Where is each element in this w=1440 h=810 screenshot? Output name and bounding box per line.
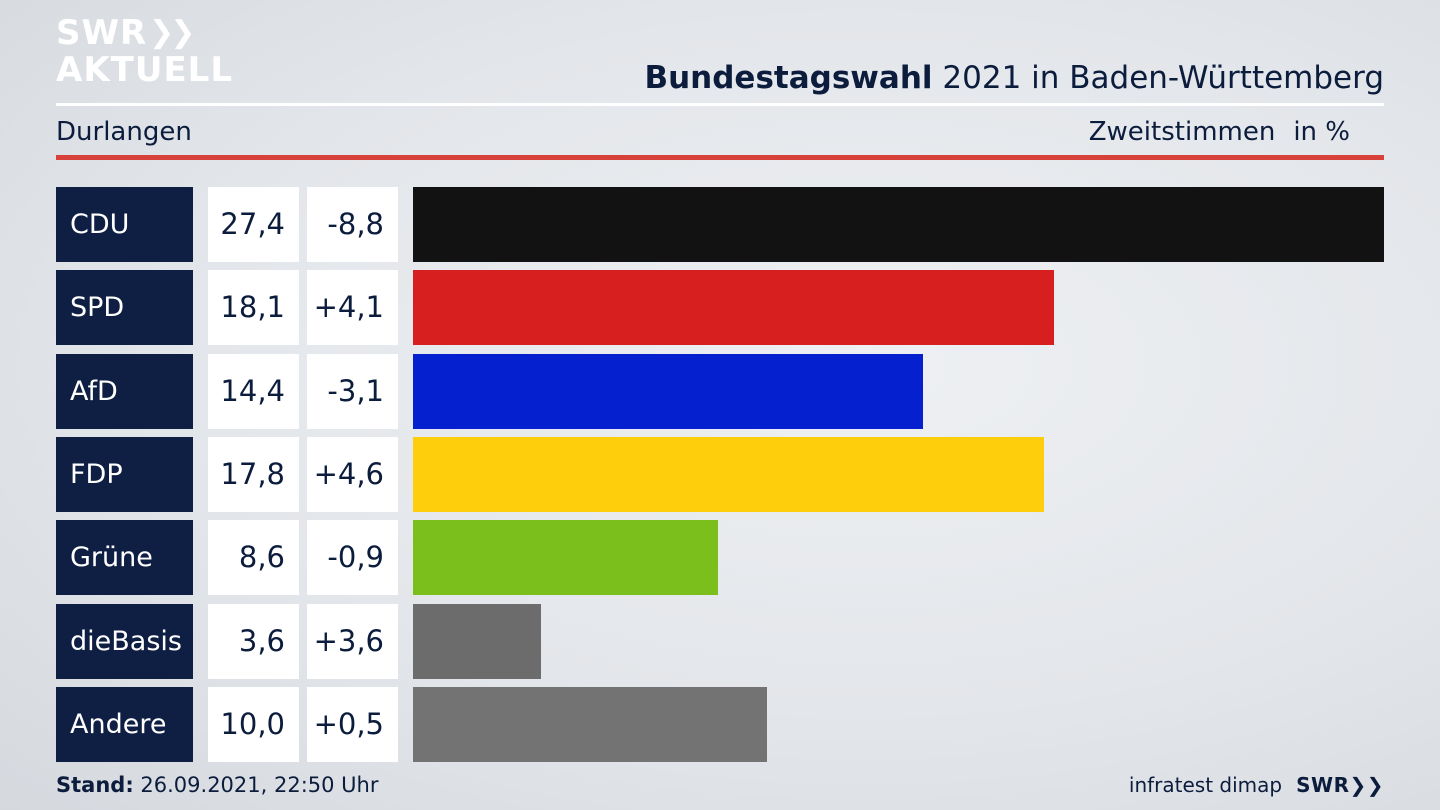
vote-change-value: +4,1 [307, 270, 398, 345]
vote-change-value: -3,1 [307, 354, 398, 429]
header-divider-white [56, 103, 1384, 106]
vote-change-value: +4,6 [307, 437, 398, 512]
vote-share-value: 18,1 [208, 270, 299, 345]
source-text: infratest dimap [1128, 773, 1283, 797]
vote-change-value: -8,8 [307, 187, 398, 262]
party-label: Andere [56, 687, 193, 762]
vote-share-value: 17,8 [208, 437, 299, 512]
swr-footer-logo: SWR❯❯ [1296, 773, 1384, 797]
vote-change-value: -0,9 [307, 520, 398, 595]
result-row-diebasis: dieBasis 3,6 +3,6 [56, 604, 1384, 679]
metric-label: Zweitstimmen in % [1089, 114, 1350, 150]
timestamp-label: Stand: [56, 773, 134, 797]
timestamp: Stand: 26.09.2021, 22:50 Uhr [56, 770, 379, 800]
vote-share-value: 3,6 [208, 604, 299, 679]
bar-spd [413, 270, 1054, 345]
result-row-grüne: Grüne 8,6 -0,9 [56, 520, 1384, 595]
header-divider-red [56, 155, 1384, 160]
party-label: FDP [56, 437, 193, 512]
result-row-spd: SPD 18,1 +4,1 [56, 270, 1384, 345]
bar-cdu [413, 187, 1384, 262]
vote-share-value: 27,4 [208, 187, 299, 262]
logo-aktuell-text: AKTUELL [56, 50, 234, 90]
chart-title-bold: Bundestagswahl [644, 60, 933, 96]
vote-share-value: 14,4 [208, 354, 299, 429]
bar-andere [413, 687, 767, 762]
chart-title: Bundestagswahl 2021 in Baden-Württemberg [644, 58, 1384, 98]
timestamp-value: 26.09.2021, 22:50 Uhr [133, 773, 379, 797]
party-label: dieBasis [56, 604, 193, 679]
bar-grüne [413, 520, 718, 595]
party-label: Grüne [56, 520, 193, 595]
vote-share-value: 8,6 [208, 520, 299, 595]
metric-unit: in % [1293, 117, 1350, 147]
result-row-andere: Andere 10,0 +0,5 [56, 687, 1384, 762]
result-row-cdu: CDU 27,4 -8,8 [56, 187, 1384, 262]
bar-afd [413, 354, 923, 429]
swr-aktuell-logo: SWR ❯❯ AKTUELL [56, 14, 233, 88]
party-label: AfD [56, 354, 193, 429]
result-row-fdp: FDP 17,8 +4,6 [56, 437, 1384, 512]
chart-title-rest: 2021 in Baden-Württemberg [932, 60, 1384, 96]
bar-fdp [413, 437, 1044, 512]
vote-share-value: 10,0 [208, 687, 299, 762]
source-credit: infratest dimap SWR❯❯ [1129, 770, 1384, 800]
party-label: CDU [56, 187, 193, 262]
party-label: SPD [56, 270, 193, 345]
vote-change-value: +0,5 [307, 687, 398, 762]
bar-diebasis [413, 604, 541, 679]
result-row-afd: AfD 14,4 -3,1 [56, 354, 1384, 429]
location-subtitle: Durlangen [56, 117, 192, 147]
vote-change-value: +3,6 [307, 604, 398, 679]
logo-swr-text: SWR [56, 13, 148, 53]
metric-name: Zweitstimmen [1088, 117, 1276, 147]
logo-chevrons-icon: ❯❯ [149, 15, 195, 50]
